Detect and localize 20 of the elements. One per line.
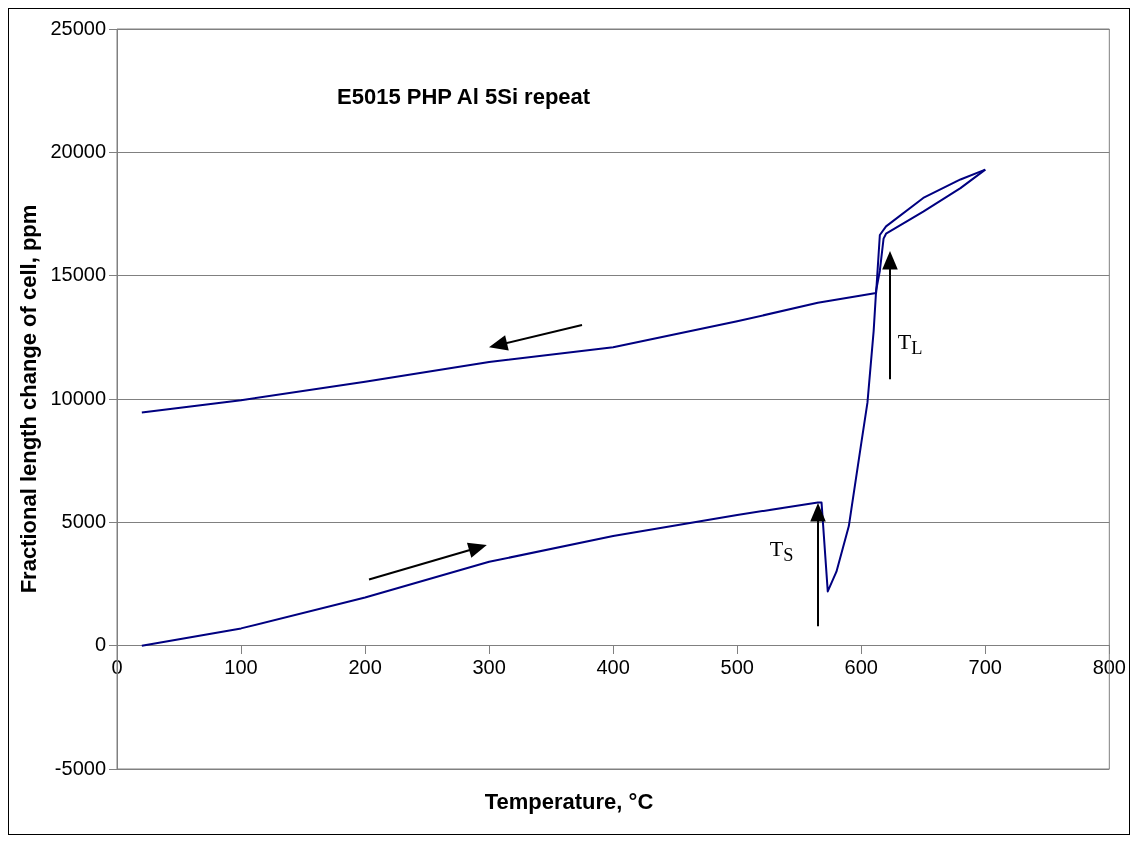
x-tick-label: 100 bbox=[224, 656, 258, 679]
text: E5015 PHP Al 5Si repeat bbox=[337, 84, 591, 110]
x-tick-label: 700 bbox=[968, 656, 1002, 679]
y-axis-title: Fractional length change of cell, ppm bbox=[16, 204, 42, 594]
annotation: T$_{L}$ bbox=[897, 329, 923, 360]
x-tick-label: 300 bbox=[472, 656, 506, 679]
y-tick-label: 20000 bbox=[50, 139, 107, 162]
y-tick-label: 10000 bbox=[50, 386, 107, 409]
y-tick-label: 25000 bbox=[50, 16, 107, 39]
y-tick-label: 15000 bbox=[50, 263, 107, 286]
y-tick-label: 5000 bbox=[61, 509, 107, 532]
x-tick-label: 800 bbox=[1092, 656, 1126, 679]
y-tick-label: -5000 bbox=[54, 756, 107, 779]
x-tick-label: 400 bbox=[596, 656, 630, 679]
annotation: T$_{S}$ bbox=[769, 535, 794, 567]
x-tick-label: 500 bbox=[720, 656, 754, 679]
x-tick-label: 600 bbox=[844, 656, 878, 679]
x-tick-label: 200 bbox=[348, 656, 382, 679]
x-axis-title: Temperature, °C bbox=[483, 789, 655, 815]
y-tick-label: 0 bbox=[94, 633, 107, 656]
